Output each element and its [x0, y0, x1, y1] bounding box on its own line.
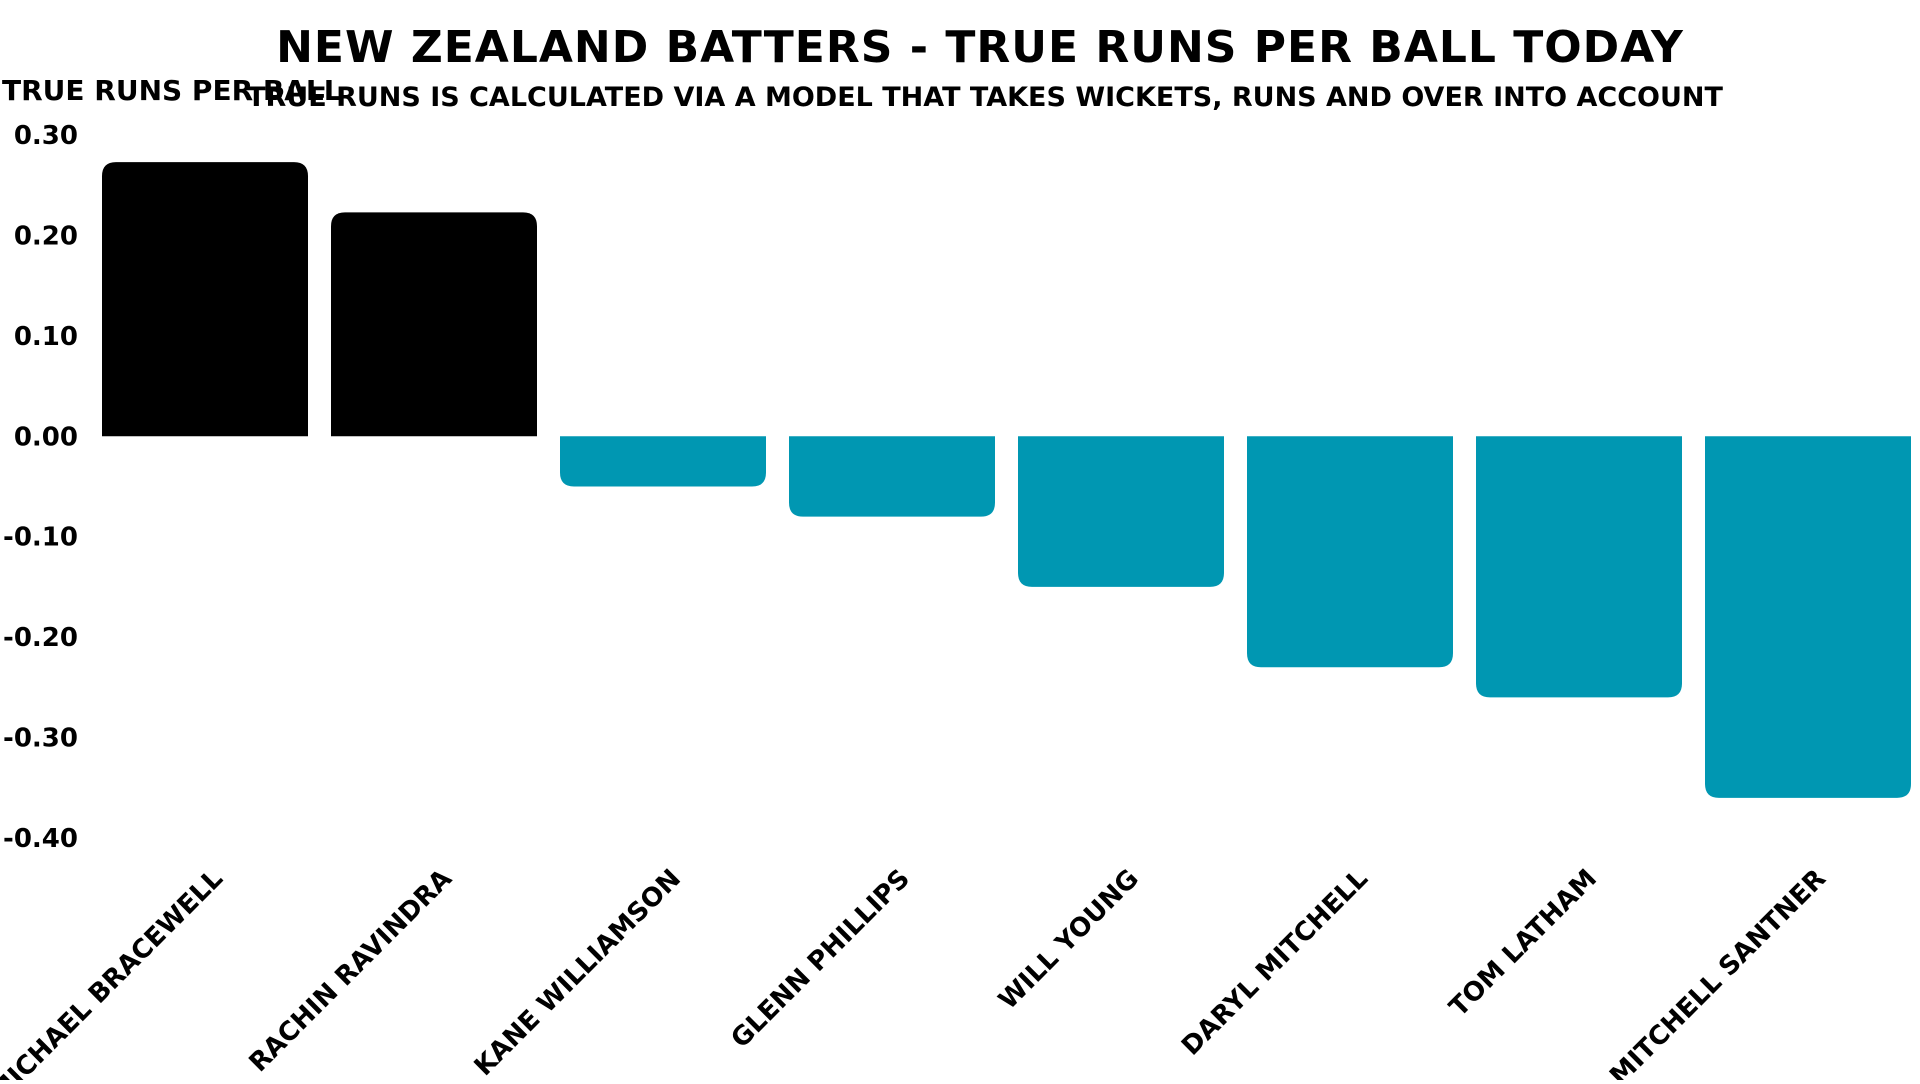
x-tick-label: MICHAEL BRACEWELL: [0, 864, 229, 1080]
y-tick-label: -0.30: [3, 724, 78, 754]
x-tick-label: MITCHELL SANTNER: [1604, 864, 1832, 1080]
x-tick-label: KANE WILLIAMSON: [469, 864, 687, 1080]
x-tick-label: TOM LATHAM: [1444, 864, 1603, 1023]
y-tick-label: 0.30: [14, 121, 78, 151]
bar-michael-bracewell: [102, 162, 308, 437]
x-tick-label: WILL YOUNG: [993, 864, 1145, 1016]
y-tick-label: 0.20: [14, 221, 78, 251]
bar-rachin-ravindra: [331, 212, 537, 437]
bar-glenn-phillips: [789, 436, 995, 517]
bar-mitchell-santner: [1705, 436, 1911, 798]
y-tick-label: 0.10: [14, 322, 78, 352]
chart-subtitle: TRUE RUNS IS CALCULATED VIA A MODEL THAT…: [247, 82, 1723, 113]
y-tick-label: -0.10: [3, 523, 78, 553]
y-tick-label: -0.40: [3, 824, 78, 854]
bar-daryl-mitchell: [1247, 436, 1453, 668]
bars: [102, 162, 1911, 798]
y-tick-label: -0.20: [3, 623, 78, 653]
bar-tom-latham: [1476, 436, 1682, 698]
x-tick-label: DARYL MITCHELL: [1176, 864, 1374, 1062]
x-axis-ticks: MICHAEL BRACEWELL RACHIN RAVINDRA KANE WIL…: [0, 864, 1832, 1084]
bar-will-young: [1018, 436, 1224, 587]
y-axis-label: TRUE RUNS PER BALL: [2, 74, 342, 107]
y-axis-ticks: 0.30 0.20 0.10 0.00 -0.10 -0.20 -0.30 -0.40: [3, 121, 78, 854]
bar-kane-williamson: [560, 436, 766, 487]
x-tick-label: RACHIN RAVINDRA: [244, 864, 458, 1078]
chart-title: NEW ZEALAND BATTERS - TRUE RUNS PER BALL…: [276, 22, 1684, 73]
x-tick-label: GLENN PHILLIPS: [726, 864, 916, 1054]
y-tick-label: 0.00: [14, 422, 78, 452]
